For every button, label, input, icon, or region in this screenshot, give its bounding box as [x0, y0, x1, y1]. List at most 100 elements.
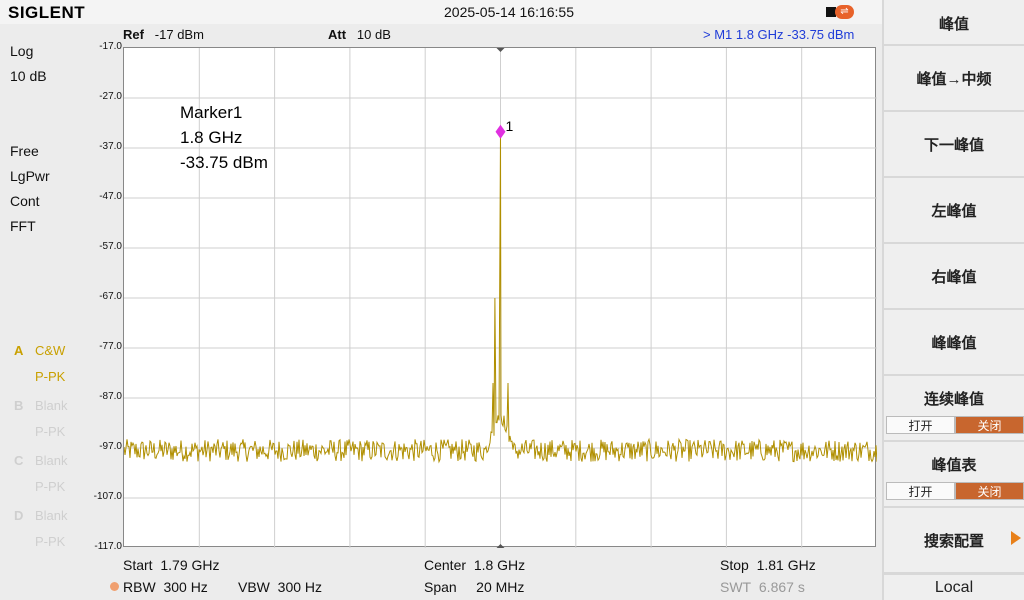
center-freq[interactable]: Center 1.8 GHz: [424, 557, 525, 573]
peak-table-on[interactable]: 打开: [886, 482, 955, 500]
trace-a-letter[interactable]: A: [14, 343, 24, 358]
vbw-label: VBW: [238, 579, 270, 595]
y-tick-label: -47.0: [99, 191, 122, 202]
submenu-arrow-icon: [1011, 531, 1021, 545]
y-tick-label: -17.0: [99, 41, 122, 52]
peak-to-center-button[interactable]: 峰值→中频: [884, 46, 1024, 110]
trace-b-detector[interactable]: P-PK: [35, 424, 66, 439]
y-tick-label: -37.0: [99, 141, 122, 152]
marker-1-diamond: [495, 124, 506, 139]
average-type: LgPwr: [10, 168, 50, 184]
trace-d-mode[interactable]: Blank: [35, 508, 68, 523]
next-peak-button[interactable]: 下一峰值: [884, 112, 1024, 176]
peak-peak-button[interactable]: 峰峰值: [884, 310, 1024, 374]
ref-level[interactable]: Ref -17 dBm: [123, 27, 204, 42]
sweep-mode: Cont: [10, 193, 40, 209]
spectrum-plot[interactable]: 1: [123, 47, 877, 548]
vbw[interactable]: VBW 300 Hz: [238, 579, 322, 595]
peak-table-toggle[interactable]: 打开 关闭: [886, 482, 1024, 500]
marker-level: -33.75 dBm: [180, 153, 268, 172]
y-tick-label: -117.0: [94, 541, 122, 552]
next-peak-label: 下一峰值: [923, 137, 984, 154]
center-top-tick: [496, 48, 505, 52]
trace-c-detector[interactable]: P-PK: [35, 479, 66, 494]
trigger-mode: Free: [10, 143, 39, 159]
search-config-button[interactable]: 搜索配置: [884, 508, 1024, 572]
rbw-label: RBW: [123, 579, 156, 595]
continuous-peak-button[interactable]: 连续峰值 打开 关闭: [884, 376, 1024, 440]
center-value: 1.8 GHz: [473, 557, 526, 573]
y-tick-label: -67.0: [99, 291, 122, 302]
continuous-peak-label: 连续峰值: [923, 391, 984, 408]
marker-1-label: 1: [506, 118, 514, 134]
peak-to-center-label: 峰值→中频: [916, 71, 992, 88]
peak-table-off[interactable]: 关闭: [955, 482, 1024, 500]
y-tick-label: -87.0: [99, 391, 122, 402]
usb-icon: ⇌: [826, 5, 854, 19]
marker-name: Marker1: [180, 103, 243, 122]
trace-a-detector[interactable]: P-PK: [35, 369, 66, 384]
left-peak-button[interactable]: 左峰值: [884, 178, 1024, 242]
start-freq[interactable]: Start 1.79 GHz: [123, 557, 220, 573]
left-peak-label: 左峰值: [931, 203, 977, 220]
top-bar: SIGLENT 2025-05-14 16:16:55 ⇌: [0, 0, 882, 24]
continuous-peak-on[interactable]: 打开: [886, 416, 955, 434]
rbw-indicator-icon: [110, 582, 119, 591]
softkey-title-label: 峰值: [938, 16, 969, 33]
span-value: 20 MHz: [476, 579, 525, 595]
scale-div[interactable]: 10 dB: [10, 68, 47, 84]
trace-d-letter[interactable]: D: [14, 508, 24, 523]
marker-freq: 1.8 GHz: [180, 128, 243, 147]
scale-type[interactable]: Log: [10, 43, 34, 59]
swt-value: 6.867 s: [758, 579, 805, 595]
continuous-peak-toggle[interactable]: 打开 关闭: [886, 416, 1024, 434]
center-label: Center: [424, 557, 467, 573]
datetime: 2025-05-14 16:16:55: [444, 4, 574, 20]
span-label: Span: [424, 579, 457, 595]
right-peak-label: 右峰值: [931, 269, 977, 286]
y-tick-label: -27.0: [99, 91, 122, 102]
softkey-title: 峰值: [884, 0, 1024, 44]
start-label: Start: [123, 557, 153, 573]
ref-label: Ref: [123, 27, 144, 42]
stop-freq[interactable]: Stop 1.81 GHz: [720, 557, 816, 573]
trace-b-letter[interactable]: B: [14, 398, 24, 413]
rbw[interactable]: RBW 300 Hz: [123, 579, 208, 595]
trace-a-mode[interactable]: C&W: [35, 343, 66, 358]
trace-b-mode[interactable]: Blank: [35, 398, 68, 413]
span[interactable]: Span 20 MHz: [424, 579, 524, 595]
ref-value: -17 dBm: [154, 27, 204, 42]
swt-label: SWT: [720, 579, 752, 595]
peak-table-label: 峰值表: [931, 457, 977, 474]
y-tick-label: -107.0: [93, 491, 122, 502]
spectrum-svg: 1: [124, 48, 877, 548]
vbw-value: 300 Hz: [277, 579, 323, 595]
right-peak-button[interactable]: 右峰值: [884, 244, 1024, 308]
local-button[interactable]: Local: [884, 575, 1024, 600]
peak-peak-label: 峰峰值: [931, 335, 977, 352]
rbw-value: 300 Hz: [163, 579, 208, 595]
att-value: 10 dB: [356, 27, 391, 42]
y-tick-label: -57.0: [99, 241, 122, 252]
stop-value: 1.81 GHz: [756, 557, 816, 573]
trace-c-letter[interactable]: C: [14, 453, 24, 468]
peak-table-button[interactable]: 峰值表 打开 关闭: [884, 442, 1024, 506]
sweep-type: FFT: [10, 218, 36, 234]
search-config-label: 搜索配置: [923, 533, 984, 550]
attenuation[interactable]: Att 10 dB: [328, 27, 391, 42]
sweep-time[interactable]: SWT 6.867 s: [720, 579, 805, 595]
center-bottom-tick: [496, 544, 505, 548]
stop-label: Stop: [720, 557, 749, 573]
att-label: Att: [328, 27, 347, 42]
y-tick-label: -77.0: [99, 341, 122, 352]
marker-readout: > M1 1.8 GHz -33.75 dBm: [703, 27, 855, 42]
trace-a-line: [124, 131, 877, 464]
trace-c-mode[interactable]: Blank: [35, 453, 68, 468]
softkey-panel: 峰值 峰值→中频 下一峰值 左峰值 右峰值 峰峰值 连续峰值 打开 关闭 峰值表…: [882, 0, 1024, 600]
marker-info: Marker1 1.8 GHz -33.75 dBm: [180, 100, 268, 175]
brand-logo: SIGLENT: [8, 3, 86, 22]
start-value: 1.79 GHz: [160, 557, 220, 573]
continuous-peak-off[interactable]: 关闭: [955, 416, 1024, 434]
trace-d-detector[interactable]: P-PK: [35, 534, 66, 549]
